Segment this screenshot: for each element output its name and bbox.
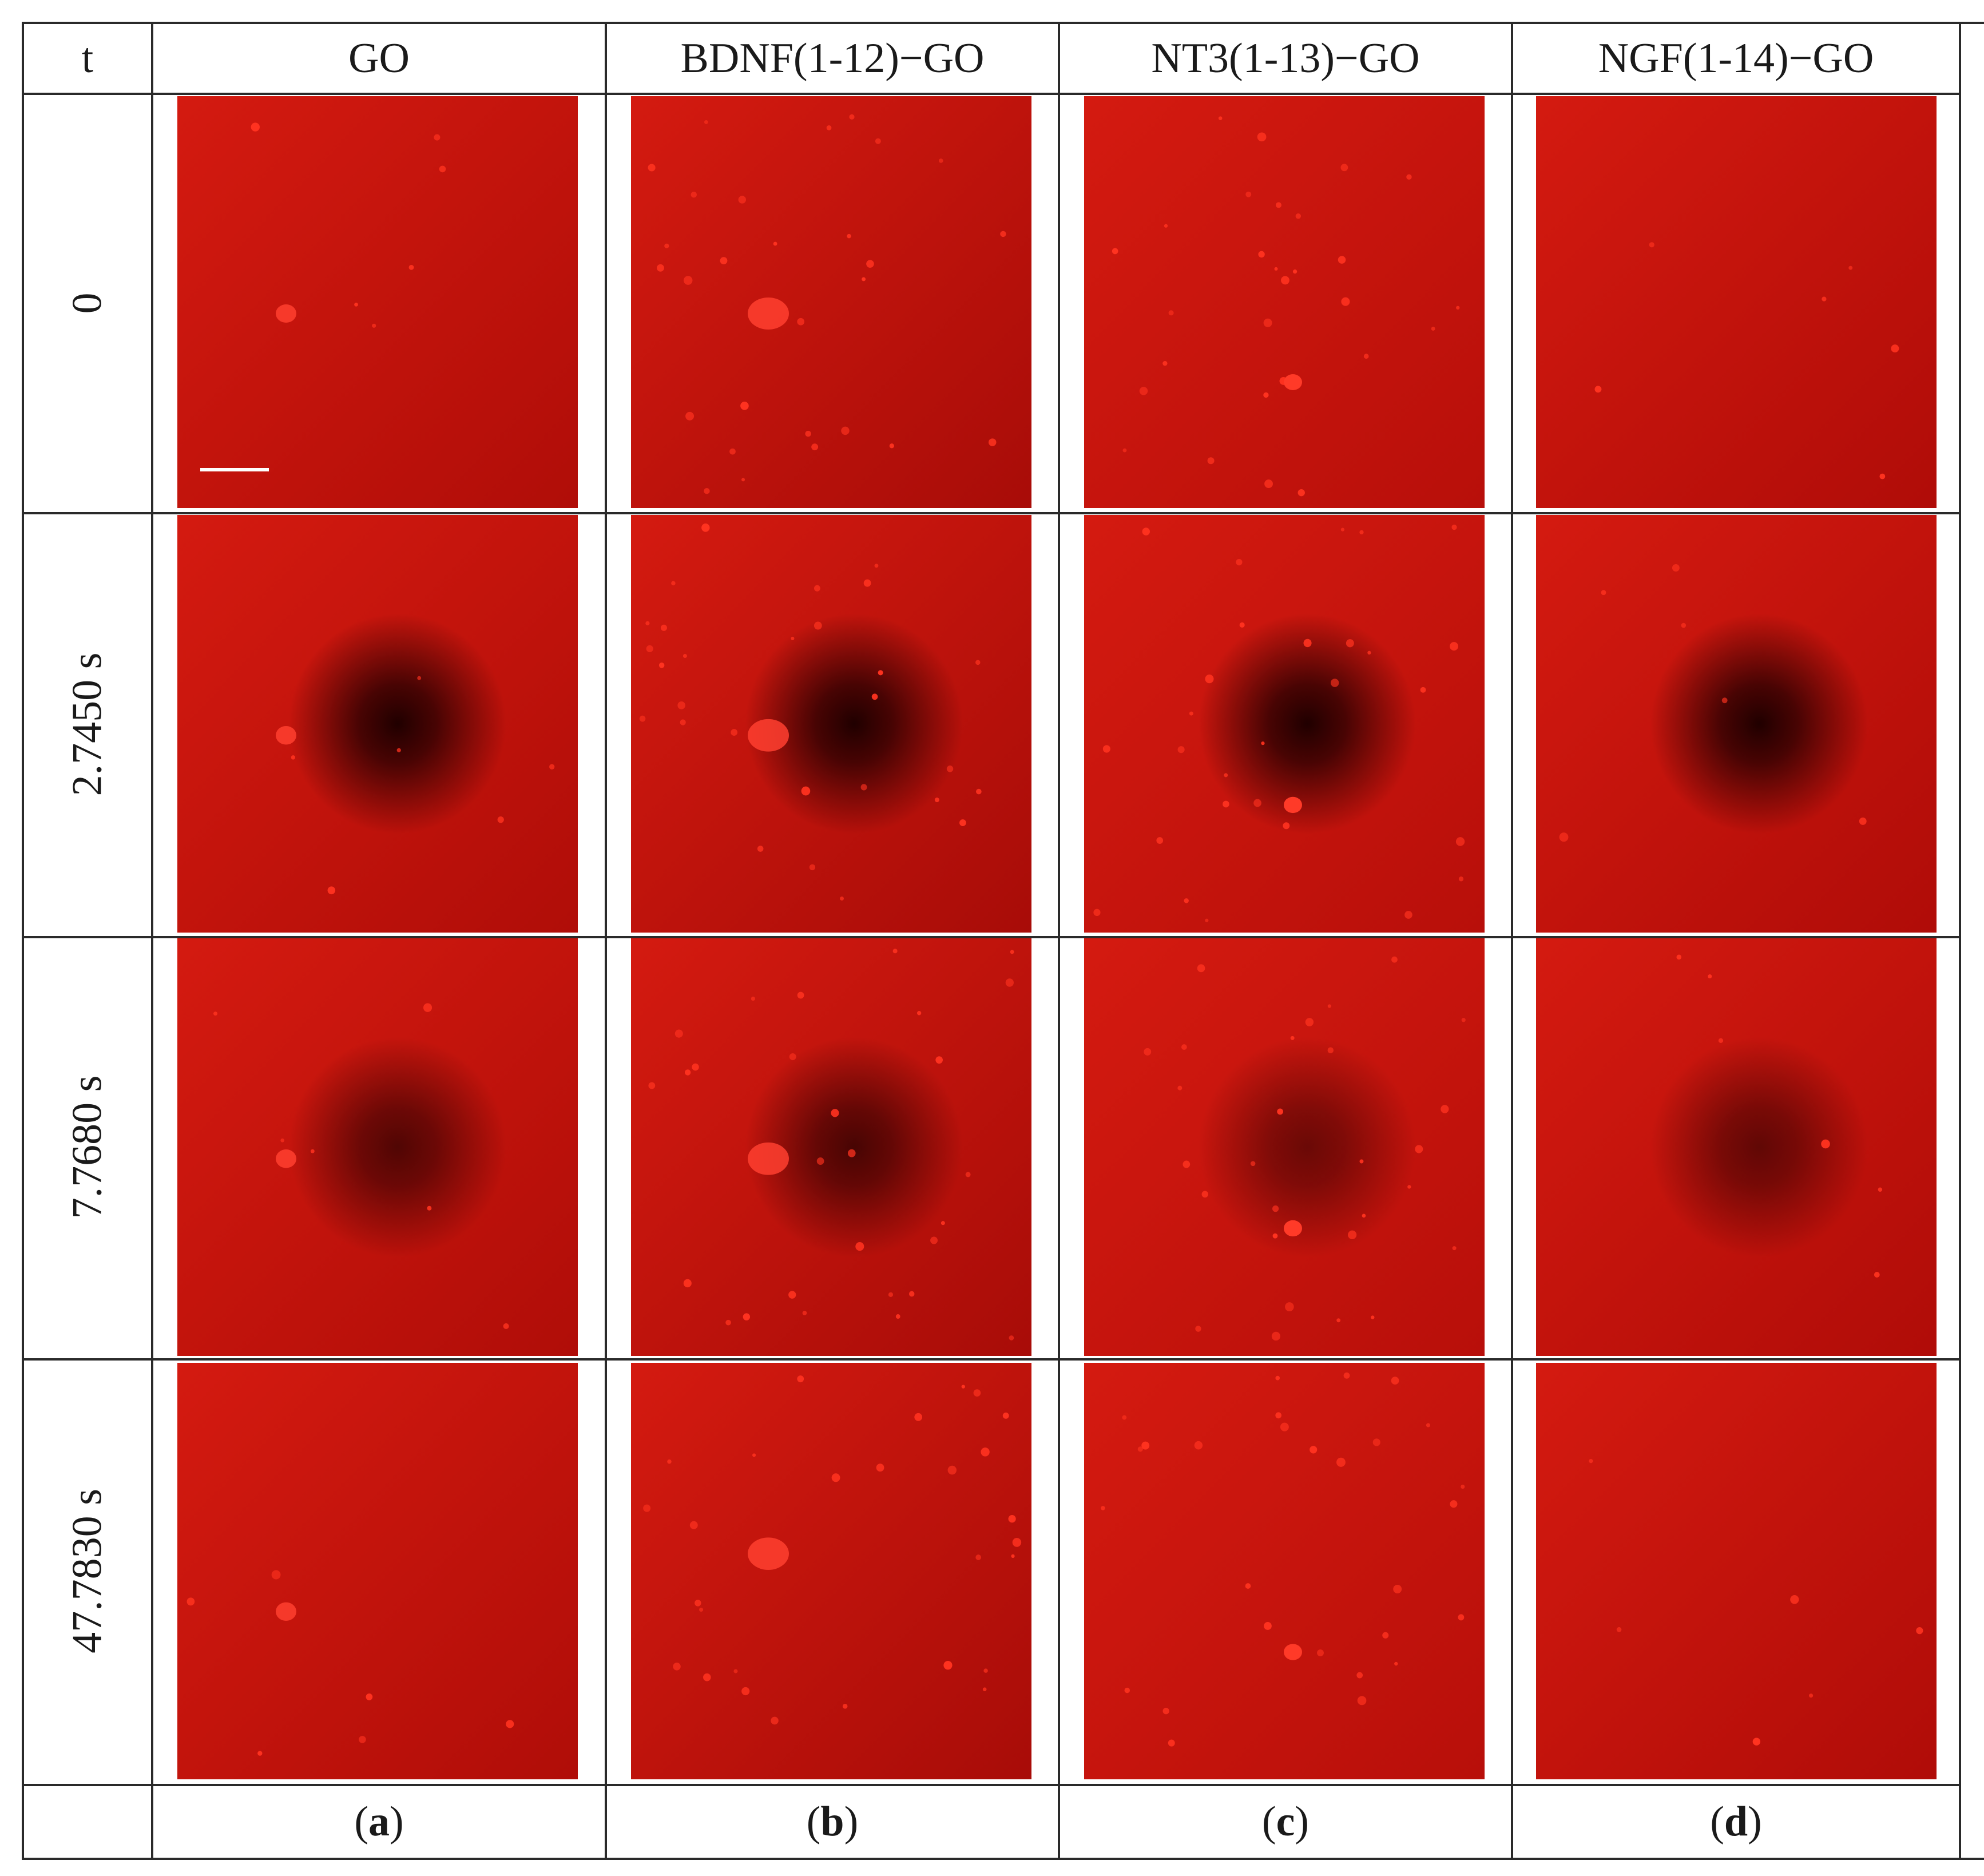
header-rule (22, 93, 1961, 95)
row-label-time-2: 7.7680 s (64, 1075, 111, 1219)
micrograph-ngf-t2 (1536, 938, 1937, 1356)
table-border-bottom (22, 1858, 1984, 1860)
micrograph-ngf-t0 (1536, 96, 1937, 508)
column-header-ngf: NGF(1-14)−GO (1598, 34, 1874, 82)
micrograph-ngf-t1 (1536, 515, 1937, 933)
row-label-time-1: 2.7450 s (64, 652, 111, 796)
table-border-left (22, 22, 24, 1860)
micrograph-bdnf-t3 (631, 1363, 1031, 1779)
caption-b: (b) (806, 1798, 859, 1845)
micrograph-go-t0 (177, 96, 578, 508)
micrograph-nt3-t2 (1084, 938, 1485, 1356)
row-rule-2 (22, 936, 1961, 938)
column-header-bdnf: BDNF(1-12)−GO (680, 34, 985, 82)
scale-bar (200, 468, 269, 471)
micrograph-nt3-t1 (1084, 515, 1485, 933)
row-rule-4 (22, 1784, 1961, 1786)
micrograph-go-t3 (177, 1363, 578, 1779)
column-header-nt3: NT3(1-13)−GO (1151, 34, 1420, 82)
row-rule-3 (22, 1358, 1961, 1361)
col-rule-1 (151, 22, 153, 1860)
row-label-time-3: 47.7830 s (64, 1489, 111, 1653)
corner-label: t (81, 34, 94, 82)
table-border-top (22, 22, 1984, 24)
micrograph-nt3-t0 (1084, 96, 1485, 508)
micrograph-bdnf-t0 (631, 96, 1031, 508)
micrograph-bdnf-t2 (631, 938, 1031, 1356)
col-rule-4 (1511, 22, 1513, 1860)
micrograph-go-t2 (177, 938, 578, 1356)
col-rule-3 (1058, 22, 1060, 1860)
table-border-right (1959, 22, 1961, 1860)
micrograph-bdnf-t1 (631, 515, 1031, 933)
caption-a: (a) (354, 1798, 404, 1845)
micrograph-go-t1 (177, 515, 578, 933)
caption-c: (c) (1261, 1798, 1310, 1845)
micrograph-nt3-t3 (1084, 1363, 1485, 1779)
column-header-go: GO (348, 34, 410, 82)
col-rule-2 (605, 22, 607, 1860)
row-label-time-0: 0 (64, 292, 111, 314)
row-rule-1 (22, 512, 1961, 514)
caption-d: (d) (1710, 1798, 1762, 1845)
micrograph-ngf-t3 (1536, 1363, 1937, 1779)
